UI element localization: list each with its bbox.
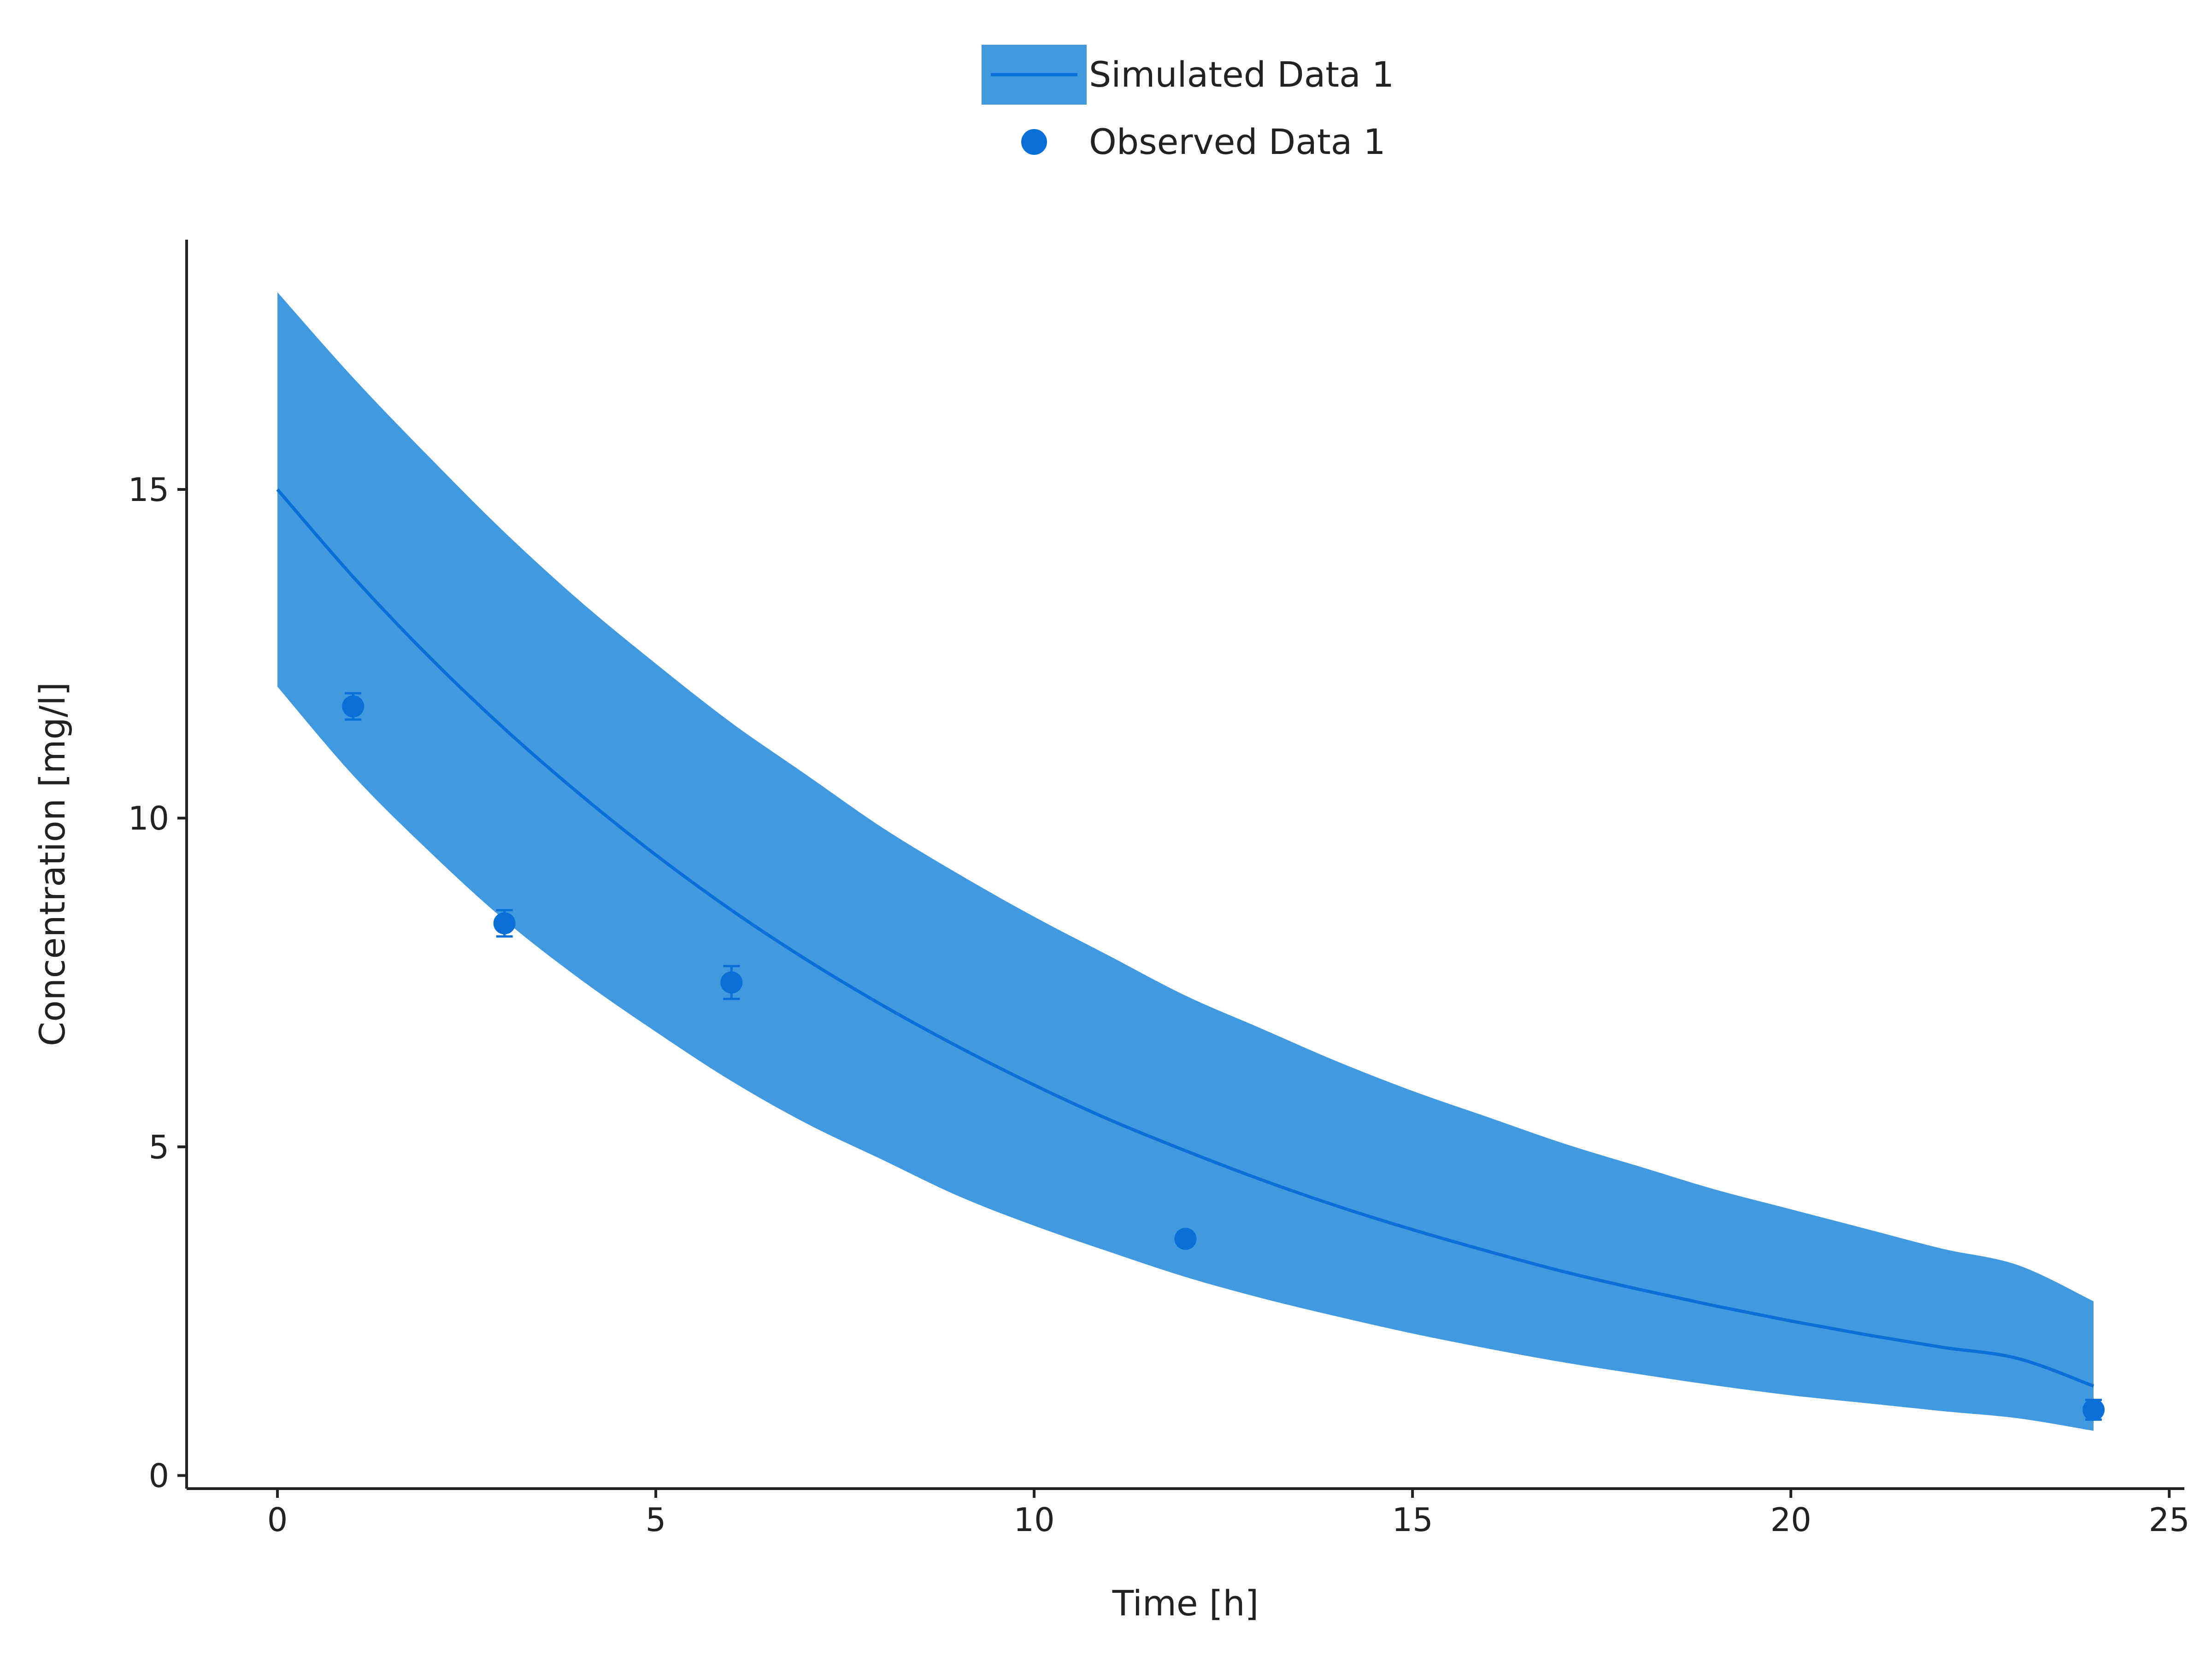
y-tick-label: 10 xyxy=(128,800,169,837)
y-axis-title: Concentration [mg/l] xyxy=(32,682,73,1046)
simulated-line xyxy=(276,488,2094,1388)
axes: 0 5 10 15 20 25 0 5 10 15 Time [h] Concentration [m… xyxy=(32,240,2190,1624)
y-tick-label: 15 xyxy=(128,471,169,509)
y-tick-label: 0 xyxy=(148,1457,169,1495)
plot-area xyxy=(276,292,2105,1431)
observed-point xyxy=(720,971,743,994)
observed-point xyxy=(493,912,516,935)
legend-label-simulated: Simulated Data 1 xyxy=(1089,54,1394,95)
observed-point xyxy=(1174,1228,1197,1250)
x-axis-title: Time [h] xyxy=(1112,1583,1259,1624)
y-tick-label: 5 xyxy=(148,1128,169,1166)
legend: Simulated Data 1 Observed Data 1 xyxy=(982,45,1394,162)
x-tick-label: 15 xyxy=(1392,1501,1433,1539)
x-tick-label: 5 xyxy=(646,1501,666,1539)
x-tick-label: 10 xyxy=(1014,1501,1055,1539)
simulated-range-band xyxy=(277,292,2094,1431)
x-tick-label: 25 xyxy=(2149,1501,2190,1539)
observed-point xyxy=(342,695,365,718)
legend-marker-observed xyxy=(1021,129,1047,155)
x-tick-label: 0 xyxy=(267,1501,288,1539)
x-tick-label: 20 xyxy=(1771,1501,1812,1539)
legend-label-observed: Observed Data 1 xyxy=(1089,121,1386,162)
observed-point xyxy=(2082,1398,2105,1421)
